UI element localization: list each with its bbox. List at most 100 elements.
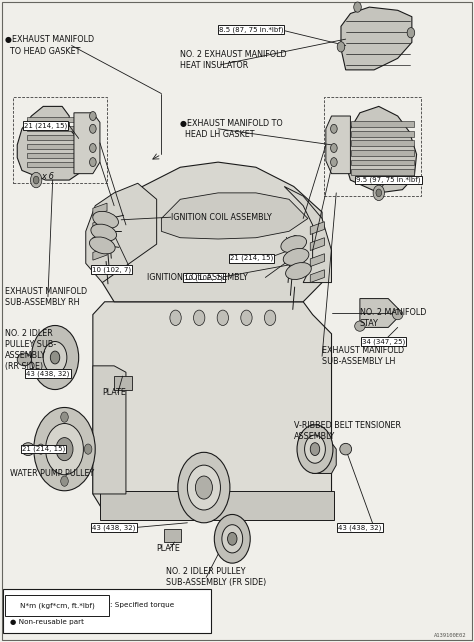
Polygon shape bbox=[27, 126, 74, 132]
Text: 43 (438, 32): 43 (438, 32) bbox=[26, 370, 70, 377]
Polygon shape bbox=[310, 238, 324, 250]
Polygon shape bbox=[360, 299, 398, 327]
Circle shape bbox=[214, 514, 250, 563]
Polygon shape bbox=[351, 160, 414, 166]
Polygon shape bbox=[74, 113, 100, 173]
Text: : Specified torque: : Specified torque bbox=[110, 602, 174, 609]
Circle shape bbox=[84, 444, 92, 455]
Polygon shape bbox=[102, 162, 322, 302]
Polygon shape bbox=[313, 443, 336, 473]
Circle shape bbox=[90, 112, 96, 121]
Text: 10 (102, 7): 10 (102, 7) bbox=[92, 266, 131, 273]
Circle shape bbox=[187, 465, 220, 510]
Polygon shape bbox=[346, 107, 417, 193]
Circle shape bbox=[50, 351, 60, 364]
Ellipse shape bbox=[340, 444, 352, 455]
Text: 21 (214, 15): 21 (214, 15) bbox=[229, 255, 273, 261]
Text: N*m (kgf*cm, ft.*lbf): N*m (kgf*cm, ft.*lbf) bbox=[20, 602, 95, 609]
Circle shape bbox=[330, 158, 337, 167]
Polygon shape bbox=[17, 107, 88, 180]
Circle shape bbox=[297, 425, 333, 473]
Circle shape bbox=[330, 125, 337, 134]
Circle shape bbox=[90, 158, 96, 167]
Circle shape bbox=[337, 42, 345, 52]
Circle shape bbox=[264, 310, 276, 325]
Polygon shape bbox=[27, 162, 74, 168]
Bar bbox=[164, 529, 181, 542]
Circle shape bbox=[241, 310, 252, 325]
Text: NO. 2 IDLER PULLEY
SUB-ASSEMBLY (FR SIDE): NO. 2 IDLER PULLEY SUB-ASSEMBLY (FR SIDE… bbox=[166, 567, 266, 587]
Polygon shape bbox=[93, 218, 107, 230]
Circle shape bbox=[56, 438, 73, 461]
Text: 21 (214, 15): 21 (214, 15) bbox=[24, 123, 67, 129]
Polygon shape bbox=[310, 221, 324, 234]
Polygon shape bbox=[93, 203, 107, 216]
Text: V-RIBBED BELT TENSIONER
ASSEMBLY: V-RIBBED BELT TENSIONER ASSEMBLY bbox=[294, 421, 401, 441]
Circle shape bbox=[376, 189, 382, 196]
Circle shape bbox=[222, 525, 243, 553]
Text: EXHAUST MANIFOLD
SUB-ASSEMBLY RH: EXHAUST MANIFOLD SUB-ASSEMBLY RH bbox=[5, 286, 88, 307]
Circle shape bbox=[90, 125, 96, 134]
Text: 43 (438, 32): 43 (438, 32) bbox=[92, 524, 136, 530]
Polygon shape bbox=[161, 193, 308, 239]
Circle shape bbox=[30, 173, 42, 187]
Text: ●EXHAUST MANIFOLD
  TO HEAD GASKET: ●EXHAUST MANIFOLD TO HEAD GASKET bbox=[5, 35, 94, 56]
Text: x 6: x 6 bbox=[41, 171, 54, 180]
Polygon shape bbox=[326, 116, 350, 173]
Polygon shape bbox=[310, 254, 324, 266]
Text: 43 (438, 32): 43 (438, 32) bbox=[338, 524, 382, 530]
Polygon shape bbox=[27, 135, 74, 141]
FancyBboxPatch shape bbox=[5, 595, 109, 616]
Circle shape bbox=[310, 443, 319, 456]
Bar bbox=[12, 97, 107, 183]
Polygon shape bbox=[351, 141, 414, 146]
Polygon shape bbox=[351, 121, 414, 127]
Circle shape bbox=[90, 144, 96, 153]
Polygon shape bbox=[93, 302, 331, 513]
Circle shape bbox=[43, 342, 67, 374]
Circle shape bbox=[217, 310, 228, 325]
Polygon shape bbox=[27, 117, 74, 123]
Ellipse shape bbox=[21, 443, 35, 456]
Bar bbox=[114, 376, 132, 390]
Circle shape bbox=[407, 28, 415, 38]
Bar bbox=[324, 97, 421, 196]
Text: EXHAUST MANIFOLD
SUB-ASSEMBLY LH: EXHAUST MANIFOLD SUB-ASSEMBLY LH bbox=[322, 346, 404, 367]
Text: 9.5 (97, 75 in.*lbf): 9.5 (97, 75 in.*lbf) bbox=[356, 177, 420, 184]
Circle shape bbox=[170, 310, 181, 325]
Text: ● Non-reusable part: ● Non-reusable part bbox=[10, 619, 84, 625]
Polygon shape bbox=[351, 150, 414, 156]
Ellipse shape bbox=[17, 353, 31, 366]
FancyBboxPatch shape bbox=[3, 589, 211, 633]
Circle shape bbox=[305, 435, 325, 464]
Ellipse shape bbox=[91, 224, 117, 241]
Text: 8.5 (87, 75 in.*lbf): 8.5 (87, 75 in.*lbf) bbox=[219, 26, 283, 33]
Text: 21 (214, 15): 21 (214, 15) bbox=[22, 446, 65, 453]
Text: ●EXHAUST MANIFOLD TO
  HEAD LH GASKET: ●EXHAUST MANIFOLD TO HEAD LH GASKET bbox=[180, 119, 283, 139]
Polygon shape bbox=[27, 153, 74, 159]
Polygon shape bbox=[341, 7, 412, 70]
Text: x 6: x 6 bbox=[284, 234, 297, 243]
Ellipse shape bbox=[355, 321, 365, 331]
Polygon shape bbox=[27, 144, 74, 150]
Text: 34 (347, 25): 34 (347, 25) bbox=[362, 338, 405, 345]
Ellipse shape bbox=[283, 248, 309, 265]
Circle shape bbox=[46, 424, 83, 474]
Ellipse shape bbox=[93, 211, 118, 229]
Circle shape bbox=[178, 453, 230, 523]
Polygon shape bbox=[93, 232, 107, 245]
Text: PLATE: PLATE bbox=[102, 388, 126, 397]
Circle shape bbox=[193, 310, 205, 325]
Ellipse shape bbox=[90, 237, 115, 254]
Bar bbox=[100, 490, 334, 519]
Polygon shape bbox=[310, 270, 324, 282]
Circle shape bbox=[330, 144, 337, 153]
Polygon shape bbox=[86, 183, 156, 282]
Polygon shape bbox=[351, 169, 414, 175]
Ellipse shape bbox=[286, 263, 311, 279]
Circle shape bbox=[34, 408, 95, 490]
Polygon shape bbox=[93, 366, 126, 494]
Text: IGNITION COIL ASSEMBLY: IGNITION COIL ASSEMBLY bbox=[147, 273, 248, 282]
Text: IGNITION COIL ASSEMBLY: IGNITION COIL ASSEMBLY bbox=[171, 213, 272, 221]
Text: PLATE: PLATE bbox=[156, 544, 181, 553]
